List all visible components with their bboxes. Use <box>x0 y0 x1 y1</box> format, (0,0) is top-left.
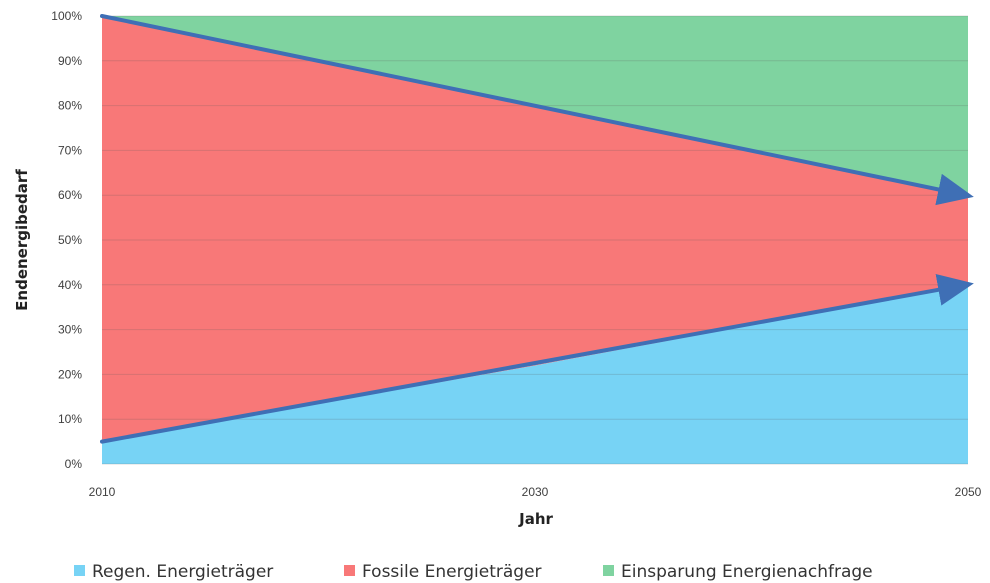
trend-arrow-1 <box>100 274 974 444</box>
y-tick-label: 40% <box>58 278 82 292</box>
legend-swatch <box>603 565 614 576</box>
y-tick-label: 90% <box>58 54 82 68</box>
trend-arrow-2 <box>100 14 974 206</box>
legend-swatch <box>74 565 85 576</box>
y-tick-label: 100% <box>51 9 82 23</box>
y-tick-label: 20% <box>58 367 82 381</box>
x-tick-label: 2030 <box>522 485 549 499</box>
y-axis-ticks: 0% 10% 20% 30% 40% 50% 60% 70% 80% 90% 100% <box>51 9 82 471</box>
y-axis-title: Endenergibedarf <box>13 169 31 311</box>
y-tick-label: 80% <box>58 99 82 113</box>
legend-swatch <box>344 565 355 576</box>
trend-arrows <box>100 14 974 444</box>
legend-label: Fossile Energieträger <box>362 562 542 582</box>
area-series-1 <box>102 284 968 464</box>
legend-label: Einsparung Energienachfrage <box>621 562 873 582</box>
y-tick-label: 0% <box>65 457 83 471</box>
y-tick-label: 10% <box>58 412 82 426</box>
legend-item: Fossile Energieträger <box>344 562 542 582</box>
gridlines <box>102 15 968 465</box>
legend-item: Regen. Energieträger <box>74 562 273 582</box>
legend-label: Regen. Energieträger <box>92 562 273 582</box>
legend: Regen. Energieträger Fossile Energieträge… <box>74 562 873 582</box>
x-axis-title: Jahr <box>518 510 553 528</box>
y-tick-label: 70% <box>58 143 82 157</box>
y-tick-label: 50% <box>58 233 82 247</box>
area-series-2 <box>102 16 968 442</box>
y-tick-label: 30% <box>58 323 82 337</box>
x-axis-ticks: 2010 2030 2050 <box>89 485 982 499</box>
x-tick-label: 2010 <box>89 485 116 499</box>
y-tick-label: 60% <box>58 188 82 202</box>
legend-item: Einsparung Energienachfrage <box>603 562 873 582</box>
x-tick-label: 2050 <box>955 485 982 499</box>
